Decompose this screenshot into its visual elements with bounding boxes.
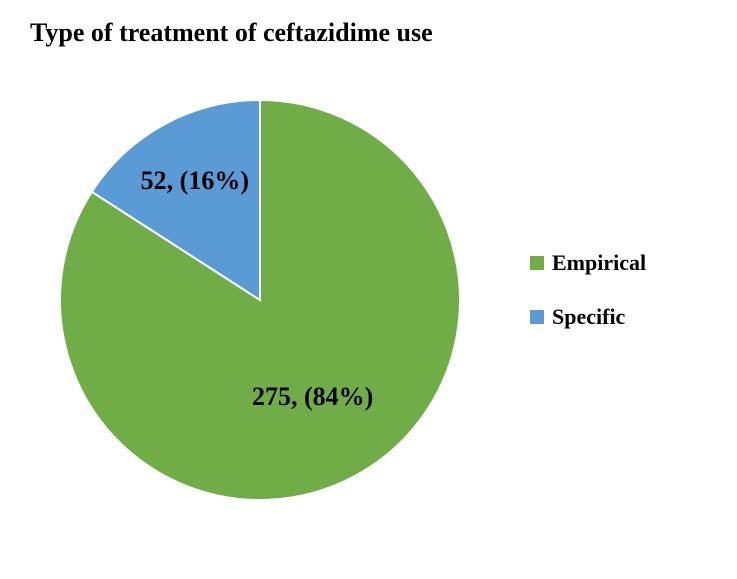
legend: Empirical Specific [530,250,646,358]
legend-item-empirical: Empirical [530,250,646,276]
chart-title: Type of treatment of ceftazidime use [30,18,433,48]
legend-item-specific: Specific [530,304,646,330]
legend-label-specific: Specific [552,304,625,330]
legend-swatch-empirical [530,256,544,270]
pie-chart: Type of treatment of ceftazidime use Emp… [0,0,737,579]
slice-label-specific: 52, (16%) [141,166,249,196]
slice-label-empirical: 275, (84%) [252,382,373,412]
legend-label-empirical: Empirical [552,250,646,276]
pie-svg [58,98,462,502]
legend-swatch-specific [530,310,544,324]
